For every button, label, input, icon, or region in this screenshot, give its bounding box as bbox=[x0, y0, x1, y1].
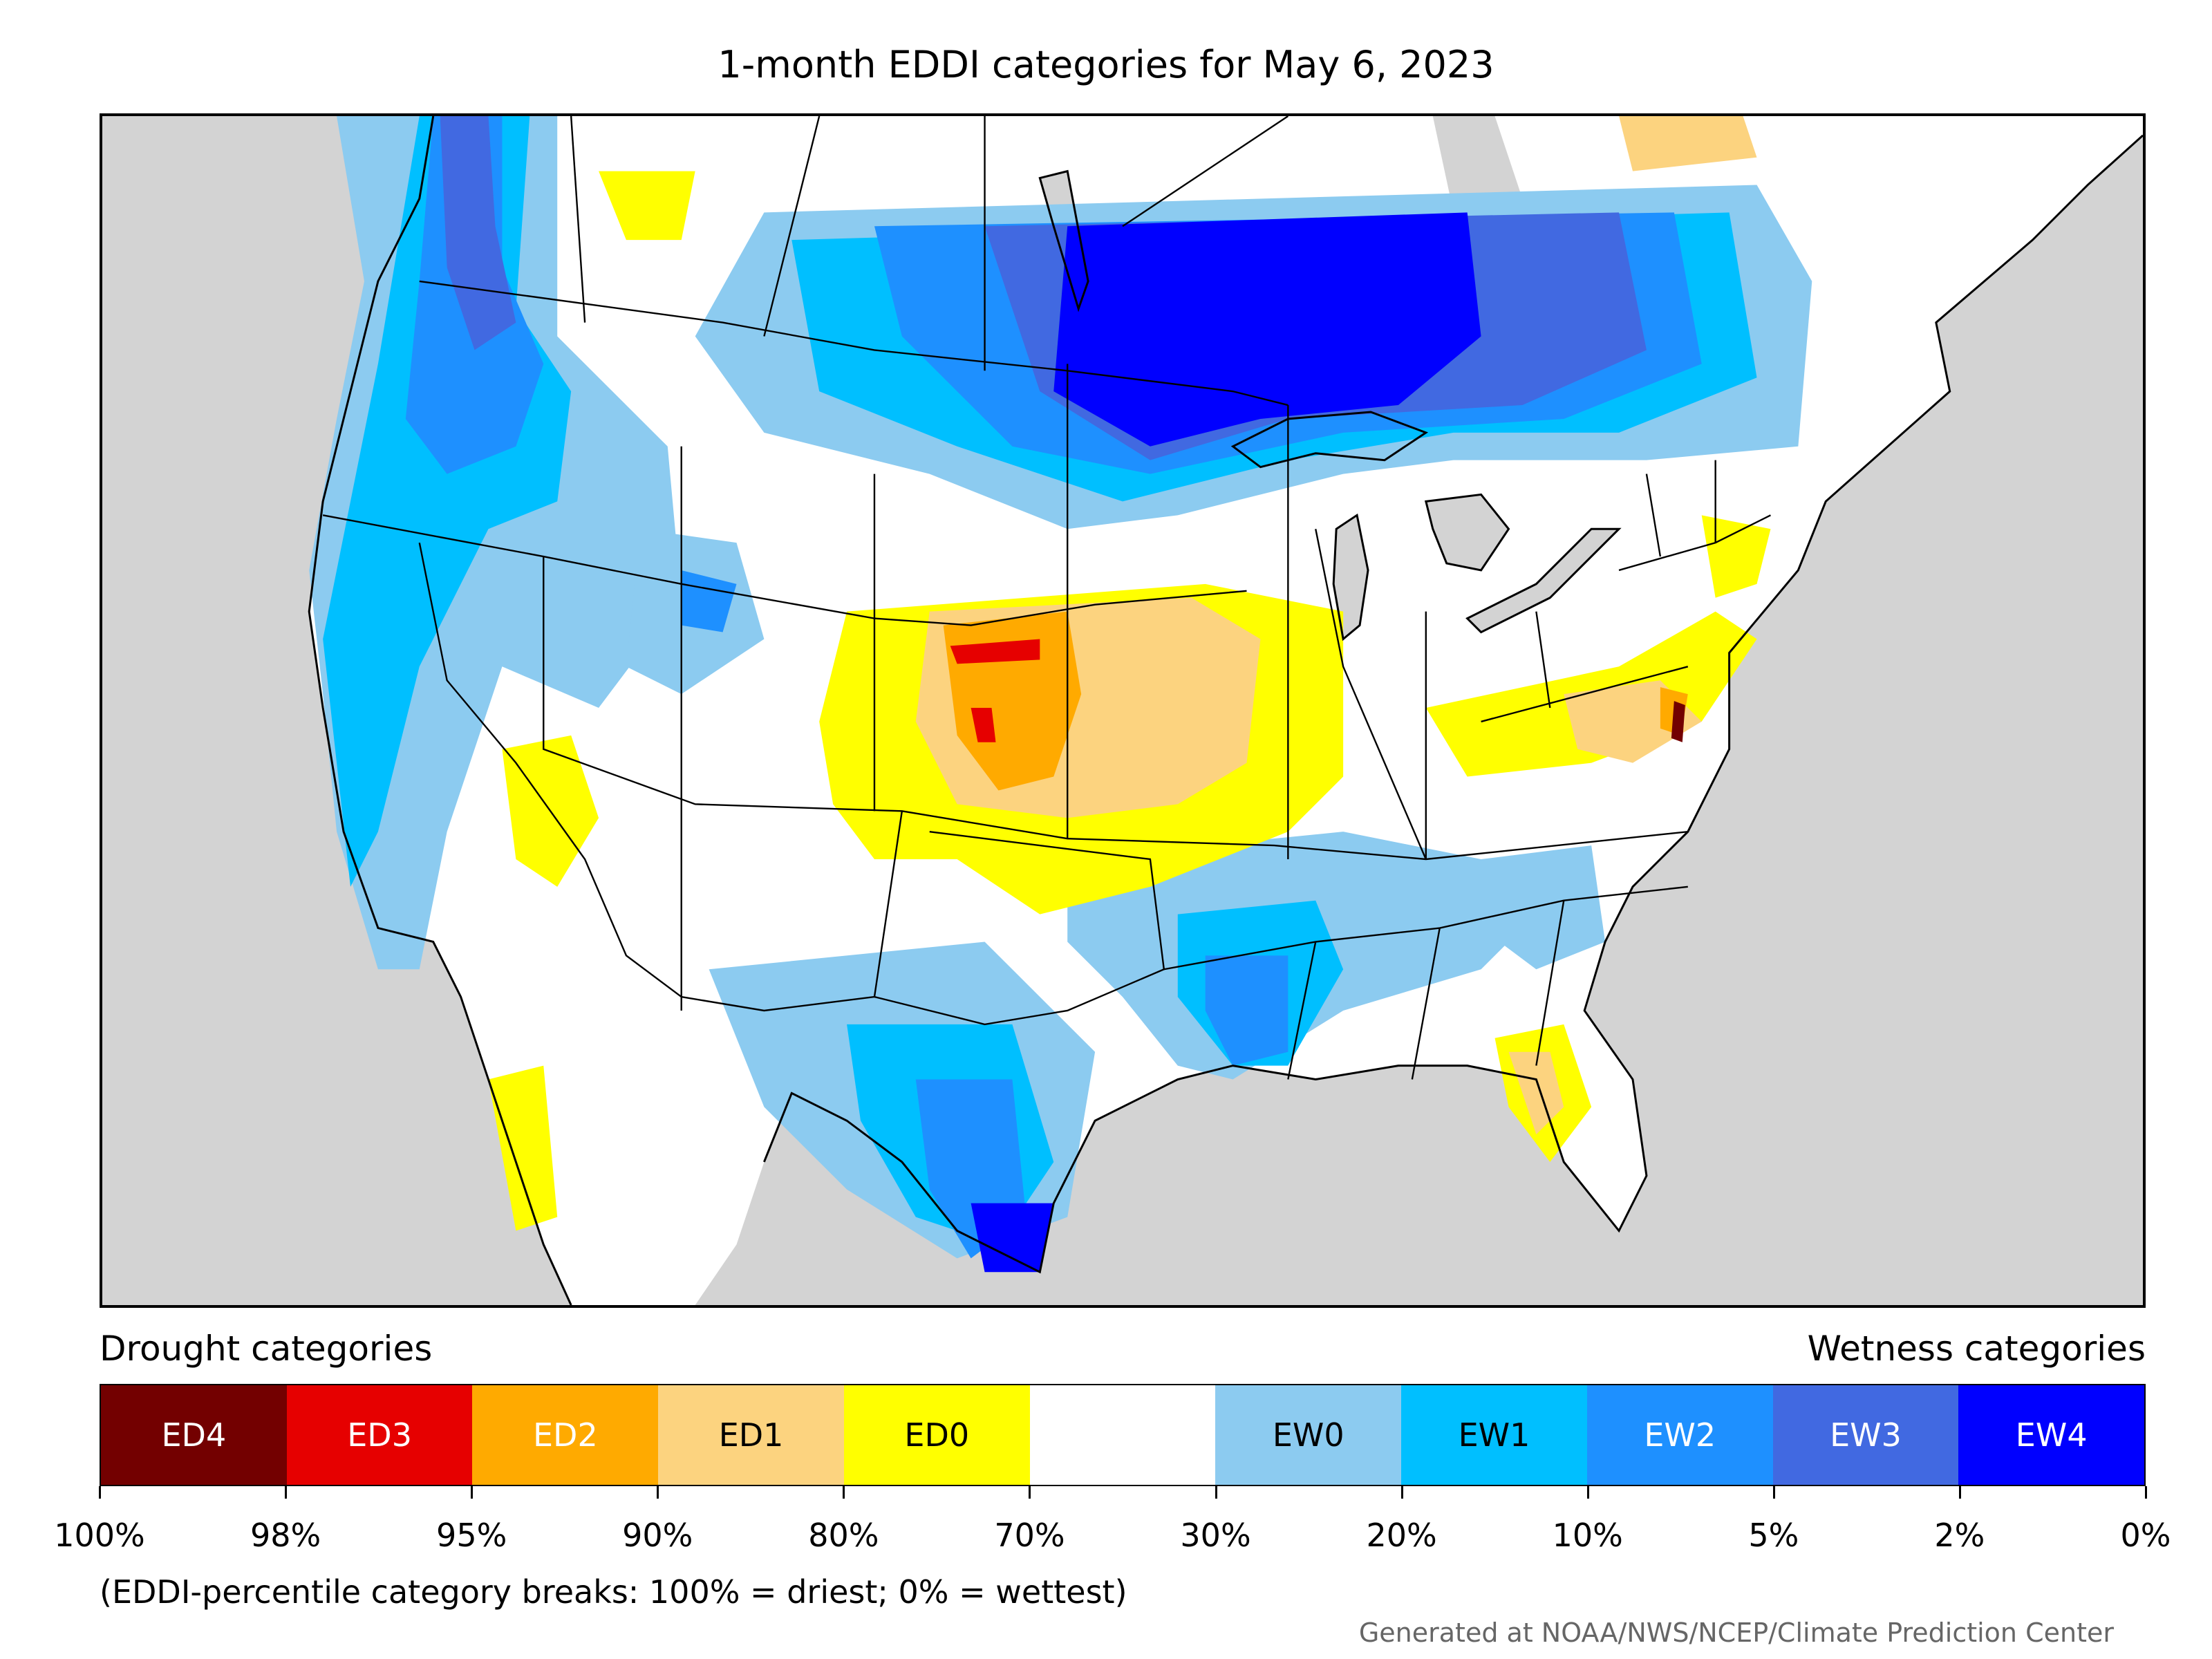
colorbar-tick-label: 30% bbox=[1180, 1517, 1251, 1554]
colorbar-tick bbox=[1029, 1486, 1031, 1499]
drought-categories-heading: Drought categories bbox=[100, 1329, 433, 1369]
eddi-map bbox=[100, 113, 2146, 1308]
colorbar-swatch: ED2 bbox=[472, 1385, 659, 1485]
colorbar-tick-label: 20% bbox=[1366, 1517, 1437, 1554]
colorbar-tick bbox=[657, 1486, 659, 1499]
colorbar-tick bbox=[99, 1486, 101, 1499]
colorbar-swatch: ED3 bbox=[286, 1385, 473, 1485]
colorbar-tick-label: 70% bbox=[994, 1517, 1065, 1554]
colorbar-tick bbox=[843, 1486, 845, 1499]
colorbar-tick bbox=[2145, 1486, 2147, 1499]
map-title: 1-month EDDI categories for May 6, 2023 bbox=[718, 43, 1494, 86]
colorbar-tick-label: 80% bbox=[808, 1517, 879, 1554]
colorbar-tick-labels: 100% 98% 95% 90% 80% 70% 30% 20% 10% 5% 2% 0% bbox=[54, 1517, 2171, 1558]
colorbar-tick bbox=[471, 1486, 474, 1499]
colorbar-swatch: ED1 bbox=[658, 1385, 844, 1485]
wetness-categories-heading: Wetness categories bbox=[1807, 1329, 2146, 1369]
colorbar-tick-label: 90% bbox=[622, 1517, 693, 1554]
colorbar-tick bbox=[285, 1486, 288, 1499]
colorbar-ticks bbox=[99, 1486, 2147, 1500]
political-boundaries bbox=[322, 116, 1771, 1080]
colorbar-swatch: ED4 bbox=[101, 1385, 287, 1485]
colorbar-tick bbox=[1400, 1486, 1403, 1499]
lake-michigan bbox=[1333, 515, 1369, 639]
colorbar-tick bbox=[1772, 1486, 1775, 1499]
colorbar-tick-label: 10% bbox=[1552, 1517, 1623, 1554]
colorbar-tick-label: 0% bbox=[2120, 1517, 2171, 1554]
colorbar-swatch: EW1 bbox=[1401, 1385, 1587, 1485]
colorbar-tick-label: 2% bbox=[1934, 1517, 1985, 1554]
colorbar-swatch: EW0 bbox=[1215, 1385, 1402, 1485]
category-colorbar: ED4 ED3 ED2 ED1 ED0 EW0 EW1 EW2 EW3 EW4 bbox=[100, 1384, 2146, 1486]
coastlines bbox=[308, 116, 2143, 1305]
colorbar-swatch bbox=[1029, 1385, 1216, 1485]
colorbar-tick-label: 100% bbox=[54, 1517, 145, 1554]
drought-regions bbox=[488, 116, 1771, 1231]
colorbar-tick-label: 98% bbox=[250, 1517, 321, 1554]
colorbar-swatch: EW4 bbox=[1958, 1385, 2145, 1485]
lake-erie-ontario bbox=[1467, 529, 1620, 632]
colorbar-swatch: ED0 bbox=[843, 1385, 1030, 1485]
colorbar-swatch: EW3 bbox=[1772, 1385, 1959, 1485]
colorbar-tick-label: 95% bbox=[436, 1517, 507, 1554]
credit-line: Generated at NOAA/NWS/NCEP/Climate Predi… bbox=[1358, 1618, 2114, 1648]
colorbar-tick bbox=[1586, 1486, 1589, 1499]
colorbar-tick bbox=[1215, 1486, 1217, 1499]
lake-huron bbox=[1425, 494, 1509, 570]
colorbar-swatch: EW2 bbox=[1586, 1385, 1773, 1485]
category-breaks-note: (EDDI-percentile category breaks: 100% =… bbox=[100, 1573, 1127, 1611]
eddi-map-svg bbox=[102, 116, 2143, 1305]
colorbar-tick bbox=[1958, 1486, 1961, 1499]
colorbar-tick-label: 5% bbox=[1748, 1517, 1799, 1554]
